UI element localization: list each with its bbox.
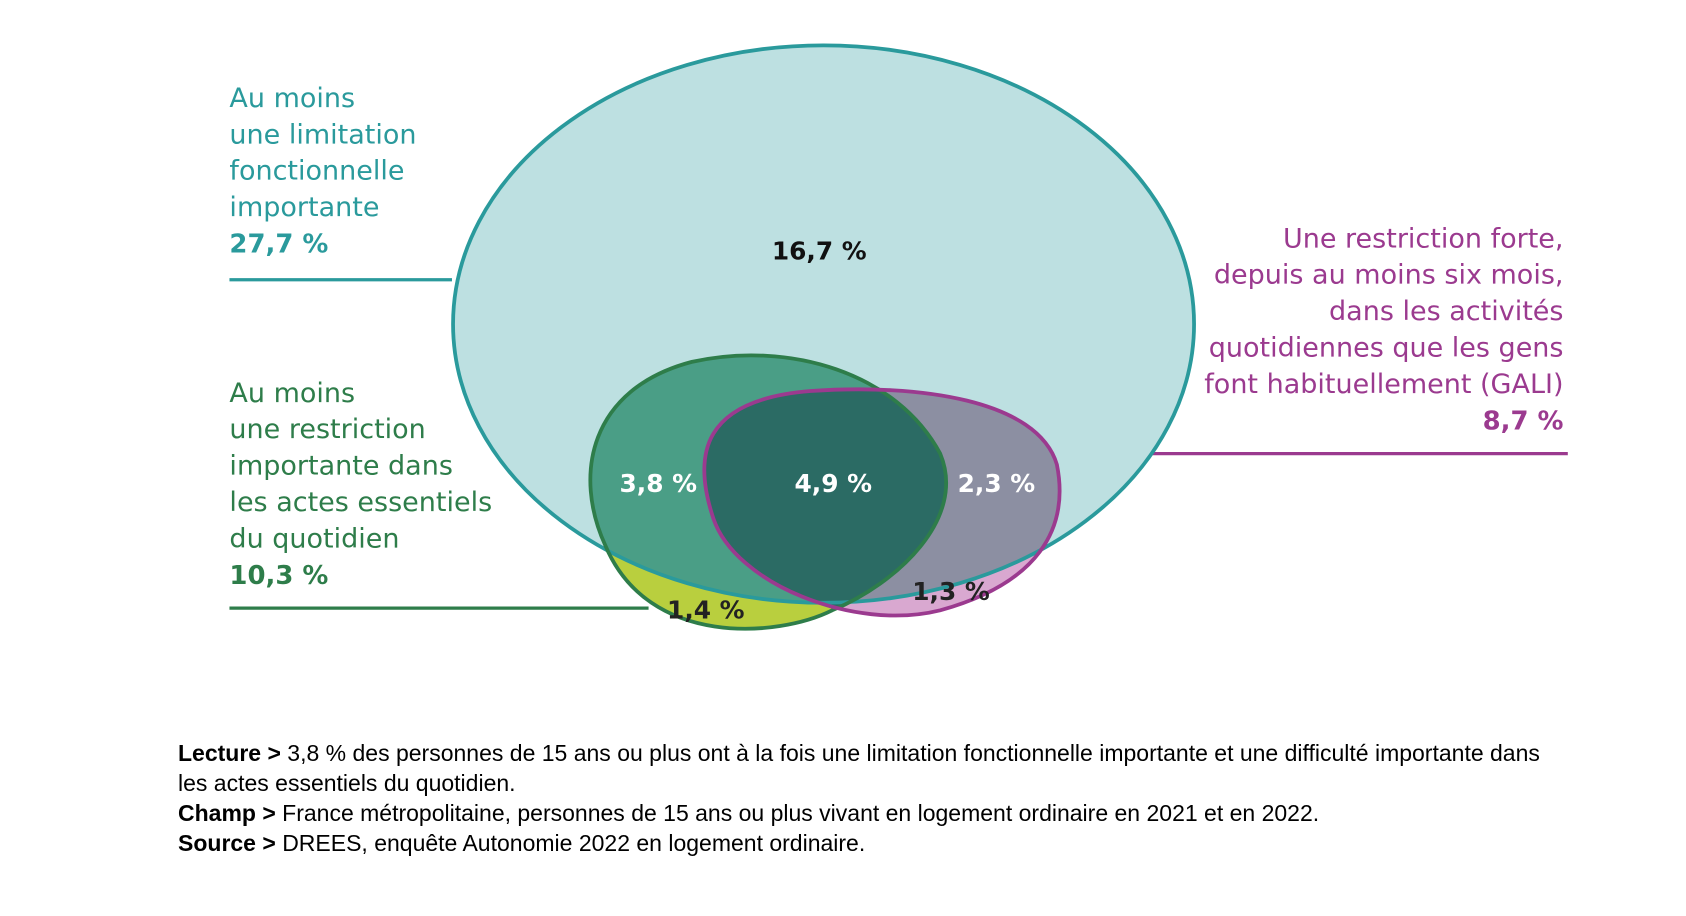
set-label: font habituellement (GALI) (1204, 369, 1563, 400)
set-value-label: 27,7 % (229, 229, 328, 259)
set-label: depuis au moins six mois, (1214, 260, 1564, 291)
set-label: Une restriction forte, (1283, 223, 1564, 254)
set-label: importante dans (229, 451, 452, 482)
set-label: du quotidien (229, 523, 399, 554)
set-label: une restriction (229, 414, 425, 445)
set-label: une limitation (229, 119, 416, 150)
set-value-label: 10,3 % (229, 561, 328, 591)
note-text: 3,8 % des personnes de 15 ans ou plus on… (178, 740, 1540, 796)
note-label: Champ > (178, 800, 276, 826)
set-label: Au moins (229, 83, 355, 114)
note-label: Source > (178, 830, 276, 856)
note: Lecture > 3,8 % des personnes de 15 ans … (178, 738, 1548, 798)
set-value-label: 8,7 % (1483, 406, 1564, 436)
set-label: fonctionnelle (229, 156, 404, 187)
set-label: Au moins (229, 378, 355, 409)
region-label: 2,3 % (958, 469, 1036, 498)
region-label: 1,3 % (912, 577, 990, 606)
notes: Lecture > 3,8 % des personnes de 15 ans … (178, 738, 1548, 858)
region-label: 16,7 % (772, 237, 867, 266)
set-label: dans les activités (1329, 296, 1563, 327)
note: Source > DREES, enquête Autonomie 2022 e… (178, 828, 1548, 858)
note-label: Lecture > (178, 740, 281, 766)
region-label: 1,4 % (667, 595, 745, 624)
note-text: DREES, enquête Autonomie 2022 en logemen… (282, 830, 866, 856)
set-label: les actes essentiels (229, 487, 492, 518)
set-label: importante (229, 192, 379, 223)
set-label: quotidiennes que les gens (1209, 333, 1564, 364)
region-label: 4,9 % (795, 469, 873, 498)
region-label: 3,8 % (620, 469, 698, 498)
note-text: France métropolitaine, personnes de 15 a… (282, 800, 1320, 826)
note: Champ > France métropolitaine, personnes… (178, 798, 1548, 828)
